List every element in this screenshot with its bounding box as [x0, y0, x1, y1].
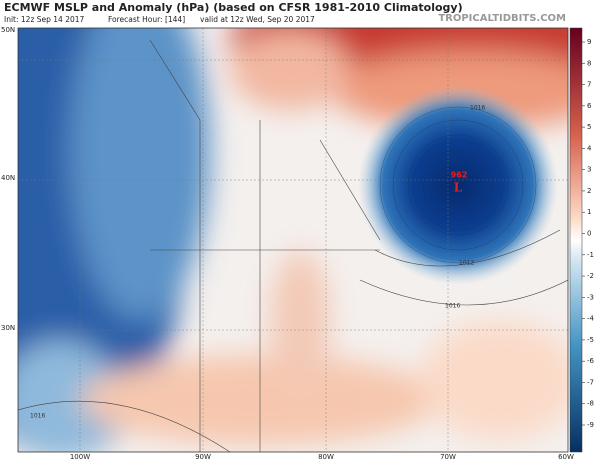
colorbar-tick-label: 8	[587, 59, 591, 67]
low-pressure-value: 962	[451, 171, 468, 180]
longitude-label: 60W	[558, 453, 574, 461]
colorbar-tick-label: 1	[587, 208, 591, 216]
colorbar-tick-label: -4	[587, 315, 595, 323]
colorbar-tick-label: -9	[587, 421, 594, 429]
longitude-label: 80W	[318, 453, 334, 461]
colorbar-tick-label: 7	[587, 81, 591, 89]
colorbar-tick-label: 9	[587, 38, 591, 46]
colorbar-tick-label: 0	[587, 230, 591, 238]
forecast-hour: Forecast Hour: [144]	[108, 15, 185, 24]
longitude-label: 70W	[440, 453, 456, 461]
isobar-label: 1016	[445, 303, 460, 310]
isobar-label: 1012	[459, 260, 474, 267]
map-frame	[17, 27, 569, 453]
low-symbol: L	[454, 181, 463, 195]
latitude-label: 50N	[1, 26, 15, 34]
site-label: TROPICALTIDBITS.COM	[438, 13, 566, 24]
isobar-label: 1016	[30, 413, 45, 420]
valid-time: valid at 12z Wed, Sep 20 2017	[200, 15, 315, 24]
colorbar	[569, 27, 583, 453]
latitude-label: 40N	[1, 174, 15, 182]
colorbar-tick-label: -1	[587, 251, 594, 259]
colorbar-tick-label: 6	[587, 102, 592, 110]
colorbar-tick-label: 3	[587, 166, 591, 174]
colorbar-tick-label: 5	[587, 123, 591, 131]
colorbar-tick-label: -3	[587, 293, 594, 301]
longitude-label: 100W	[70, 453, 90, 461]
title: ECMWF MSLP and Anomaly (hPa) (based on C…	[4, 1, 463, 14]
colorbar-tick-label: -6	[587, 357, 595, 365]
isobar-label: 1016	[470, 105, 485, 112]
init-time: Init: 12z Sep 14 2017	[4, 15, 85, 24]
colorbar-tick-label: -8	[587, 400, 594, 408]
colorbar-tick-label: 2	[587, 187, 591, 195]
colorbar-tick-label: -2	[587, 272, 594, 280]
latitude-label: 30N	[1, 324, 15, 332]
colorbar-tick-label: -5	[587, 336, 594, 344]
colorbar-tick-label: -7	[587, 378, 594, 386]
colorbar-tick-label: 4	[587, 144, 592, 152]
longitude-label: 90W	[195, 453, 211, 461]
